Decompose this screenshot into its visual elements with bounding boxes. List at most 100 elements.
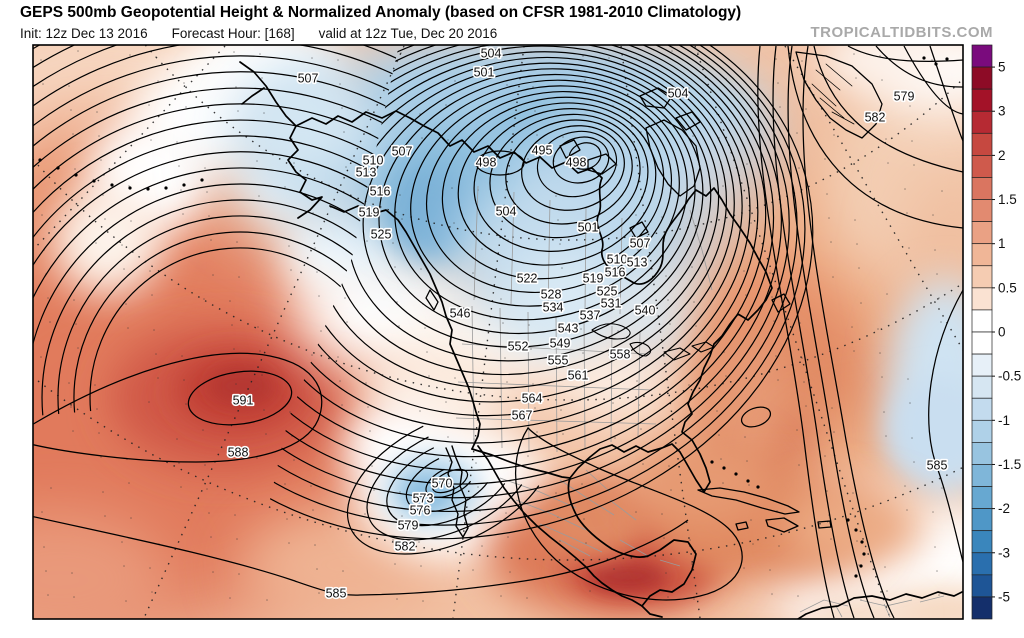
stipple-dot [208, 215, 210, 217]
stipple-dot [102, 491, 104, 493]
stipple-dot [585, 542, 587, 544]
state-borders [455, 185, 945, 618]
contour-label: 513 [356, 165, 377, 179]
colorbar-segment [971, 88, 993, 112]
stipple-dot [40, 356, 42, 358]
stipple-dot [885, 435, 887, 437]
stipple-dot [562, 136, 564, 138]
height-contour [346, 425, 540, 555]
stipple-dot [934, 546, 936, 548]
height-contour [57, 215, 400, 538]
stipple-dot [856, 243, 858, 245]
stipple-dot [832, 276, 834, 278]
colorbar-tick-label: 0 [998, 325, 1006, 340]
contour-label: 579 [894, 89, 915, 103]
stipple-dot [180, 189, 182, 191]
stipple-dot [778, 545, 780, 547]
contour-591-high [187, 370, 293, 426]
stipple-dot [939, 463, 941, 465]
height-contour [489, 113, 641, 239]
stipple-dot [102, 194, 104, 196]
contour-label: 501 [578, 220, 599, 234]
stipple-dot [392, 242, 394, 244]
stipple-dot [532, 383, 534, 385]
contour-label: 507 [298, 71, 319, 85]
stipple-dot [41, 214, 43, 216]
stipple-dot [75, 323, 77, 325]
stipple-dot [261, 374, 263, 376]
stipple-dot [339, 380, 341, 382]
stipple-dot [212, 571, 214, 573]
contour-label: 516 [370, 184, 391, 198]
stipple-dot [70, 109, 72, 111]
stipple-dot [472, 569, 474, 571]
contour-label: 495 [532, 143, 553, 157]
stipple-dot [398, 325, 400, 327]
stipple-dot [796, 429, 798, 431]
stipple-dot [692, 135, 694, 137]
stipple-dot [855, 77, 857, 79]
contour-label: 525 [371, 227, 392, 241]
stipple-dot [47, 594, 49, 596]
stipple-dot [667, 596, 669, 598]
stipple-dot [475, 462, 477, 464]
contour-label: 504 [481, 46, 502, 60]
stipple-dot [426, 351, 428, 353]
stipple-dot [182, 213, 184, 215]
stipple-dot [396, 301, 398, 303]
stipple-dot [904, 188, 906, 190]
stipple-dot [502, 322, 504, 324]
stipple-dot [394, 563, 396, 565]
anomaly-blob [810, 596, 914, 619]
stipple-dot [750, 519, 752, 521]
stipple-dot [716, 410, 718, 412]
stipple-dot [210, 536, 212, 538]
height-contour [536, 130, 618, 198]
stipple-dot [527, 455, 529, 457]
contour-label: 567 [512, 408, 533, 422]
small-islands [38, 56, 949, 578]
stipple-dot [610, 81, 612, 83]
anomaly-blob [500, 252, 624, 352]
contour-label: 582 [865, 110, 886, 124]
stipple-dot [155, 353, 157, 355]
stipple-dot [238, 573, 240, 575]
stipple-dot [266, 599, 268, 601]
stipple-dot [290, 269, 292, 271]
stipple-dot [72, 133, 74, 135]
stipple-dot [127, 327, 129, 329]
stipple-dot [824, 158, 826, 160]
colorbar-segment [971, 464, 993, 487]
stipple-dot [346, 321, 348, 323]
height-contour [240, 45, 790, 499]
stipple-dot [826, 193, 828, 195]
anomaly-blob [210, 367, 274, 405]
coast-west [287, 125, 481, 450]
stipple-dot [420, 565, 422, 567]
colorbar-segment [971, 574, 993, 598]
colorbar-segment [971, 265, 993, 289]
stipple-dot [536, 431, 538, 433]
stipple-dot [507, 536, 509, 538]
anomaly-blob [33, 510, 170, 619]
island-jamaica [735, 521, 749, 531]
stipple-dot [582, 352, 584, 354]
height-contour [521, 125, 625, 211]
stipple-dot [691, 563, 693, 565]
stipple-dot [746, 460, 748, 462]
stipple-dot [581, 483, 583, 485]
colorbar-tick-label: 1 [998, 236, 1006, 251]
stipple-dot [342, 570, 344, 572]
stipple-dot [559, 243, 561, 245]
stipple-dot [233, 348, 235, 350]
stipple-dot [824, 455, 826, 457]
stipple-dot [344, 297, 346, 299]
stipple-dot [373, 489, 375, 491]
stipple-dot [934, 249, 936, 251]
stipple-dot [909, 105, 911, 107]
stipple-dot [725, 375, 727, 377]
stipple-dot [671, 50, 673, 52]
contour-label: 558 [610, 347, 631, 361]
colorbar-segment [971, 243, 993, 267]
stipple-dot [830, 538, 832, 540]
